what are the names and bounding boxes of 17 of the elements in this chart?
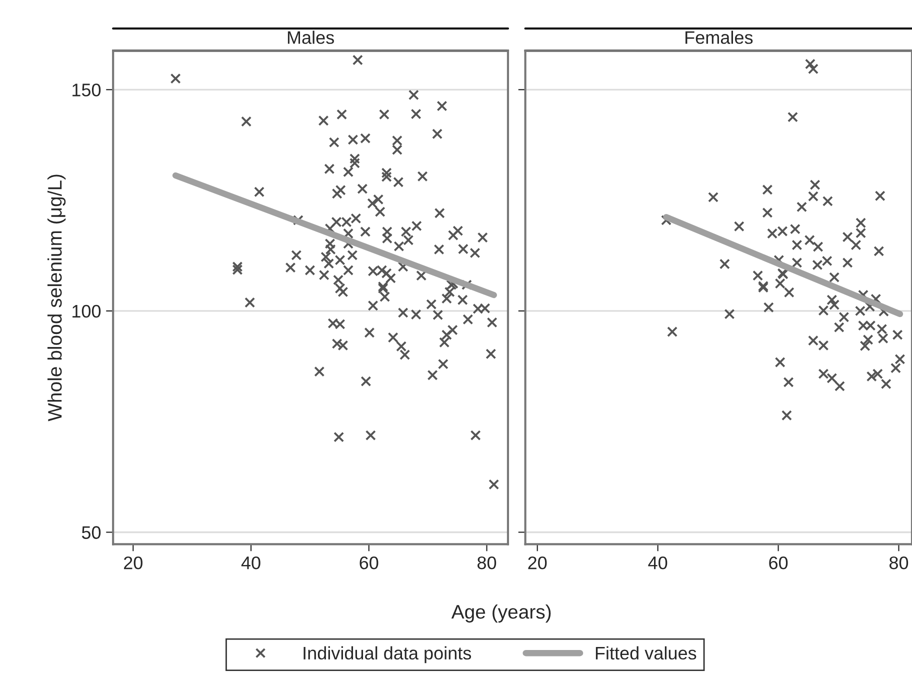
x-axis-title: Age (years) bbox=[451, 604, 551, 623]
y-tick-label: 100 bbox=[72, 304, 101, 318]
x-tick-label: 80 bbox=[889, 556, 908, 570]
x-tick-label: 40 bbox=[241, 556, 260, 570]
x-tick-label: 20 bbox=[124, 556, 142, 570]
x-tick-label: 40 bbox=[648, 556, 668, 570]
y-tick-label: 50 bbox=[82, 526, 101, 539]
y-axis-title: Whole blood selenium (μg/L) bbox=[47, 174, 66, 422]
legend-label: Individual data points bbox=[304, 646, 472, 664]
x-tick-label: 60 bbox=[360, 556, 378, 570]
chart-title: Males bbox=[288, 30, 334, 44]
legend-label: Fitted values bbox=[596, 646, 696, 660]
chart-title: Females bbox=[686, 30, 753, 44]
y-tick-label: 150 bbox=[72, 84, 101, 96]
x-tick-label: 60 bbox=[769, 556, 788, 570]
x-tick-label: 20 bbox=[528, 556, 547, 570]
x-tick-label: 80 bbox=[478, 556, 496, 570]
